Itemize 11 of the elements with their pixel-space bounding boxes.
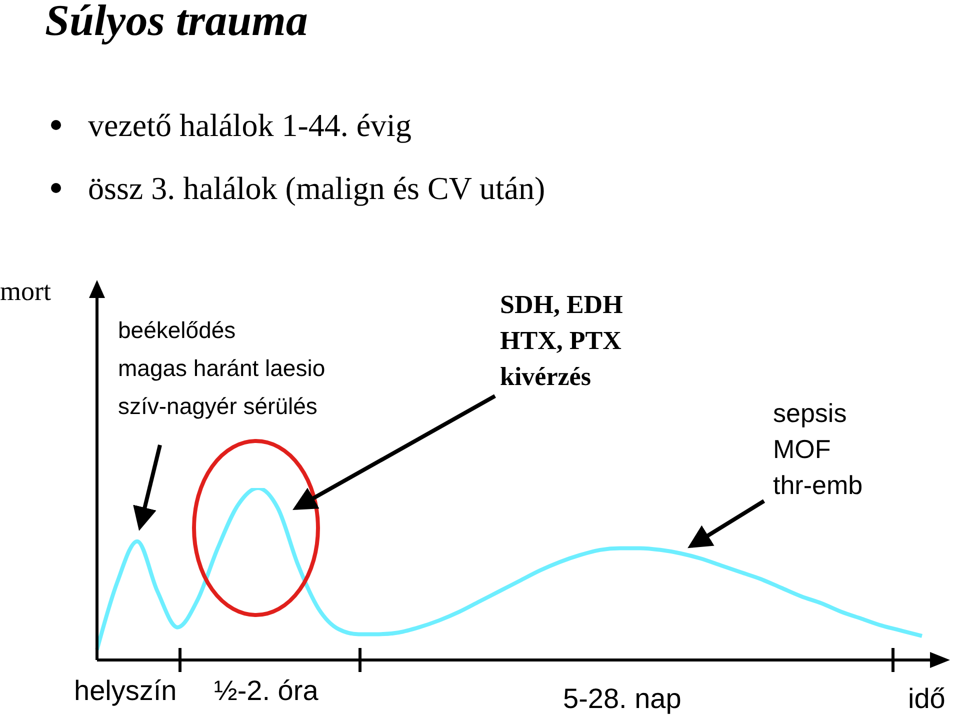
text: SDH, EDH HTX, PTX kivérzés xyxy=(500,290,623,391)
text: beékelődés magas haránt laesio szív-nagyér sérülés xyxy=(118,317,326,419)
text: 5-28. nap xyxy=(563,683,682,714)
text: mort xyxy=(0,276,52,306)
text: vezető halálok 1-44. évig xyxy=(88,107,412,143)
annotation: sepsis MOF thr-emb xyxy=(773,398,863,500)
text: ½-2. óra xyxy=(214,675,319,706)
x-axis-title: idő xyxy=(908,683,946,714)
text: helyszín xyxy=(74,675,177,706)
chart-title: Súlyos trauma xyxy=(45,0,308,45)
text: össz 3. halálok (malign és CV után) xyxy=(88,170,546,206)
